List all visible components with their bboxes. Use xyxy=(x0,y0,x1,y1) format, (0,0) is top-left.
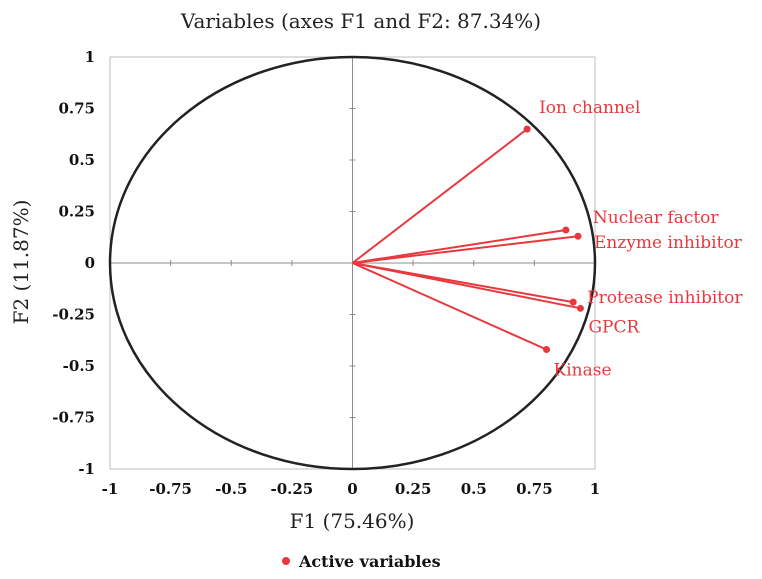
label-enzyme-inhibitor: Enzyme inhibitor xyxy=(594,233,743,253)
label-ion-channel: Ion channel xyxy=(539,98,640,118)
vector-kinase xyxy=(352,262,547,351)
legend-label: Active variables xyxy=(298,552,441,571)
y-tick-label: 0.25 xyxy=(58,203,95,221)
point-ion-channel xyxy=(523,125,531,133)
x-tick-label: -0.5 xyxy=(215,480,247,498)
x-tick-label: -0.75 xyxy=(149,480,192,498)
y-axis-title: F2 (11.87%) xyxy=(9,200,33,325)
legend-marker xyxy=(282,557,290,565)
point-kinase xyxy=(543,346,550,354)
x-tick-label: 0.75 xyxy=(516,480,553,498)
label-gpcr: GPCR xyxy=(588,317,640,337)
chart-title: Variables (axes F1 and F2: 87.34%) xyxy=(180,9,541,33)
vector-ion-channel xyxy=(351,128,528,264)
vector-gpcr xyxy=(352,262,581,310)
y-tick-label: -0.25 xyxy=(52,306,95,324)
y-tick-label: -1 xyxy=(78,460,95,478)
x-axis-title: F1 (75.46%) xyxy=(290,509,415,533)
x-tick-label: -1 xyxy=(102,480,119,498)
point-gpcr xyxy=(576,304,584,312)
unit-circle xyxy=(108,55,597,471)
x-tick-label: -0.25 xyxy=(270,480,313,498)
point-nuclear-factor xyxy=(562,226,570,234)
tick-marks xyxy=(170,108,535,418)
label-nuclear-factor: Nuclear factor xyxy=(593,208,720,228)
x-tick-labels: -1 -0.75 -0.5 -0.25 0 0.25 0.5 0.75 1 xyxy=(102,480,601,498)
variable-vectors: Ion channel Nuclear factor Enzyme inhibito… xyxy=(351,98,743,381)
x-tick-label: 0.5 xyxy=(461,480,487,498)
plot-area: Ion channel Nuclear factor Enzyme inhibito… xyxy=(108,55,743,471)
legend: Active variables xyxy=(282,552,441,571)
x-tick-label: 0 xyxy=(347,480,357,498)
y-tick-label: 0.75 xyxy=(58,100,95,118)
point-protease-inhibitor xyxy=(569,298,577,306)
point-enzyme-inhibitor xyxy=(574,232,582,240)
y-tick-label: 0.5 xyxy=(69,151,95,169)
x-tick-label: 0.25 xyxy=(395,480,432,498)
y-tick-label: -0.75 xyxy=(52,409,95,427)
y-tick-label: -0.5 xyxy=(63,357,95,375)
label-kinase: Kinase xyxy=(554,361,612,381)
vector-nuclear-factor xyxy=(352,229,567,264)
y-tick-labels: 1 0.75 0.5 0.25 0 -0.25 -0.5 -0.75 -1 xyxy=(52,48,95,478)
y-tick-label: 1 xyxy=(85,48,95,66)
vector-enzyme-inhibitor xyxy=(352,235,579,264)
y-tick-label: 0 xyxy=(85,254,95,272)
x-tick-label: 1 xyxy=(590,480,600,498)
label-protease-inhibitor: Protease inhibitor xyxy=(587,288,743,308)
